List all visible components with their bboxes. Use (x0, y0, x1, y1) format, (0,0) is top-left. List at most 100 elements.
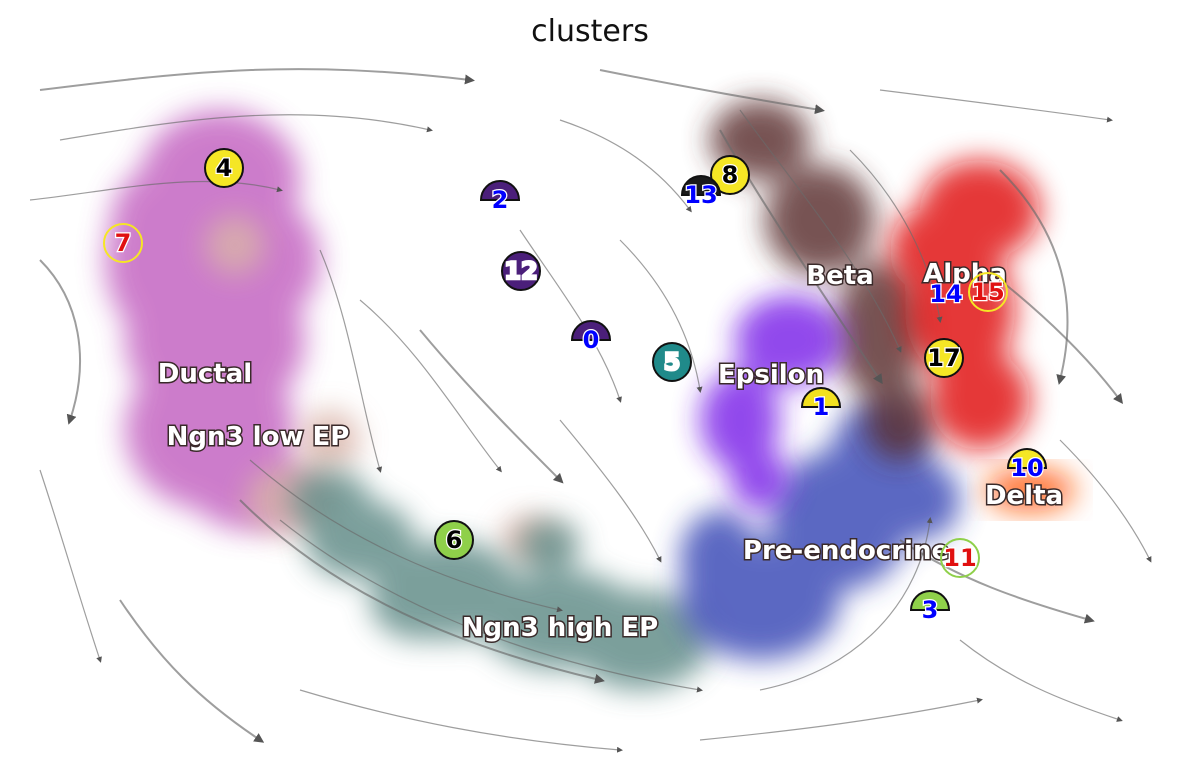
label-pre-endocrine: Pre-endocrine (743, 536, 949, 566)
cluster-marker-0: 0 (570, 320, 612, 355)
marker-ring (940, 538, 980, 578)
marker-ring (968, 272, 1008, 312)
cluster-marker-7: 7 (103, 223, 143, 263)
streamline (999, 169, 1069, 385)
marker-number: 10 (1010, 454, 1043, 482)
cluster-marker-8: 8 (710, 155, 750, 195)
cloud-ngn3-low-ep-part (300, 410, 360, 470)
marker-number: 12 (504, 257, 537, 285)
streamline (29, 180, 283, 201)
cluster-marker-13: 13 (680, 175, 722, 210)
marker-half-disc (800, 387, 842, 408)
cloud-delta-part (985, 468, 1075, 512)
marker-number: 5 (664, 348, 681, 376)
marker-number: 14 (929, 280, 962, 308)
cluster-marker-6: 6 (434, 520, 474, 560)
cloud-alpha-part (930, 350, 1030, 450)
chart-title: clusters (531, 14, 649, 49)
cloud-beta-part (865, 380, 935, 460)
streamline (899, 539, 1095, 624)
label-beta: Beta (806, 261, 873, 291)
streamline (699, 697, 983, 741)
cluster-marker-15: 15 (968, 272, 1008, 312)
cluster-marker-4: 4 (204, 148, 244, 188)
cluster-clouds (105, 100, 1075, 690)
marker-half-disc (680, 175, 722, 196)
cloud-epsilon-part (735, 295, 845, 385)
cluster-labels: Ductal Ngn3 low EP Ngn3 high EP Pre-endocri… (156, 258, 1064, 645)
cluster-marker-2: 2 (479, 180, 521, 215)
marker-disc (924, 338, 964, 378)
cloud-ngn3-high-ep-part (290, 470, 370, 530)
label-ngn3-high-ep: Ngn3 high EP (462, 613, 658, 643)
cloud-ngn3-high-ep-part (570, 590, 710, 690)
cluster-marker-12: 12 (501, 251, 541, 291)
cluster-marker-14: 14 (928, 279, 964, 310)
marker-half-disc (909, 590, 951, 611)
streamline (849, 149, 943, 323)
streamline (39, 469, 102, 663)
marker-number: 15 (971, 278, 1004, 306)
streamline (759, 517, 933, 691)
marker-disc (204, 148, 244, 188)
marker-number: 6 (446, 526, 463, 554)
streamline (319, 249, 383, 473)
streamline (559, 419, 662, 563)
marker-half-disc (479, 180, 521, 201)
cloud-beta (710, 100, 935, 460)
cloud-pre-endocrine-part (680, 510, 760, 610)
streamline (959, 639, 1123, 722)
marker-disc (501, 251, 541, 291)
streamline (299, 689, 623, 753)
marker-number: 17 (927, 344, 960, 372)
marker-number: 2 (492, 186, 509, 214)
label-epsilon: Epsilon (718, 360, 824, 390)
cloud-beta-part (765, 165, 875, 275)
streamline (519, 229, 622, 403)
marker-half-disc (1006, 448, 1048, 469)
label-ngn3-low-ep: Ngn3 low EP (167, 422, 350, 452)
label-ductal: Ductal (158, 359, 252, 389)
streamline (1059, 439, 1152, 563)
streamline (39, 68, 475, 91)
cloud-ngn3-high-ep-part (520, 520, 580, 570)
cloud-ngn3-low-ep-part (205, 215, 265, 275)
streamline (739, 109, 902, 353)
marker-number: 7 (115, 229, 132, 257)
streamline (619, 239, 703, 393)
cloud-epsilon (700, 295, 845, 510)
label-delta: Delta (985, 481, 1063, 511)
streamline (249, 459, 563, 613)
cloud-ngn3-high-ep (290, 470, 710, 690)
marker-half-disc (570, 320, 612, 341)
marker-number: 0 (583, 326, 600, 354)
streamline (119, 599, 265, 743)
streamline (879, 89, 1113, 123)
cluster-marker-10: 10 (1006, 448, 1048, 483)
marker-disc (710, 155, 750, 195)
marker-number: 1 (813, 393, 830, 421)
marker-ring (103, 223, 143, 263)
marker-disc (434, 520, 474, 560)
cluster-marker-11: 11 (940, 538, 980, 578)
cloud-alpha (890, 160, 1040, 450)
streamline (559, 119, 692, 213)
marker-number: 11 (943, 544, 976, 572)
cloud-alpha-part (890, 210, 950, 290)
cluster-marker-17: 17 (924, 338, 964, 378)
streamline (239, 499, 605, 684)
streamline (279, 519, 703, 693)
marker-number: 4 (216, 154, 233, 182)
streamline (39, 259, 81, 425)
marker-disc (652, 342, 692, 382)
cluster-marker-3: 3 (909, 590, 951, 625)
streamline (59, 114, 433, 141)
cluster-marker-1: 1 (800, 387, 842, 422)
cloud-epsilon-part (730, 450, 790, 510)
streamline (999, 279, 1124, 404)
cloud-alpha-part (920, 160, 1040, 260)
cloud-ngn3-high-ep-part (370, 560, 470, 640)
streamline (599, 69, 825, 115)
